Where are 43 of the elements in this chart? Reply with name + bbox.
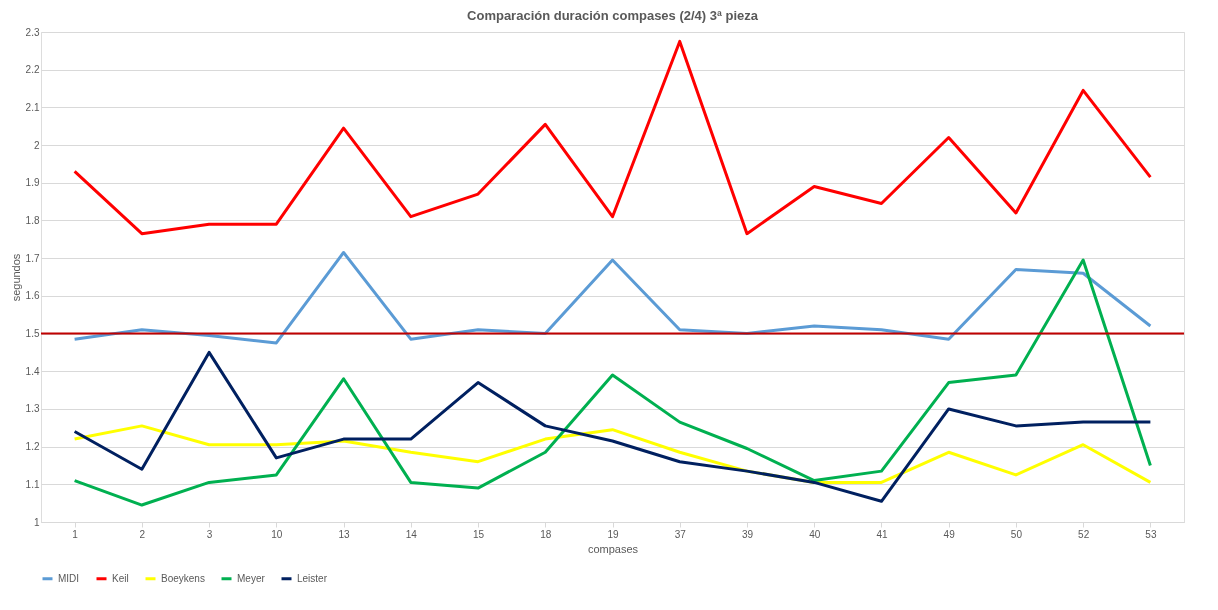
x-tick-label: 53	[1145, 528, 1157, 540]
line-series	[73, 39, 1152, 236]
y-axis-title: segundos	[9, 253, 22, 302]
x-tick-label: 13	[338, 528, 351, 540]
x-tick-label: 1	[72, 528, 79, 540]
x-tick-label: 52	[1078, 528, 1090, 540]
x-tick-label: 10	[271, 528, 283, 540]
y-tick-label: 1.5	[25, 328, 40, 340]
y-tick-label: 1.7	[25, 252, 40, 264]
x-tick-label: 2	[139, 528, 146, 540]
legend-label: Meyer	[237, 572, 266, 584]
y-tick-label: 1	[33, 516, 40, 528]
x-axis-title: compases	[587, 542, 639, 555]
x-tick-label: 39	[741, 528, 754, 540]
x-tick-label: 3	[206, 528, 213, 540]
y-tick-label: 1.8	[25, 214, 40, 226]
line-series	[73, 251, 1152, 345]
x-tick-label: 19	[607, 528, 619, 540]
y-tick-label: 1.2	[25, 441, 40, 453]
legend-label: Keil	[112, 572, 129, 584]
x-tick-label: 14	[405, 528, 418, 540]
legend-label: MIDI	[58, 572, 80, 584]
legend-label: Boeykens	[161, 572, 205, 584]
y-tick-label: 1.3	[25, 403, 40, 415]
line-series	[73, 258, 1152, 507]
x-tick-label: 18	[540, 528, 552, 540]
y-tick-label: 2.3	[25, 26, 40, 38]
x-tick-label: 15	[472, 528, 485, 540]
y-tick-label: 1.4	[25, 365, 40, 377]
x-tick-label: 50	[1010, 528, 1023, 540]
y-tick-label: 1.1	[25, 478, 40, 490]
chart-title: Comparación duración compases (2/4) 3ª pieza	[467, 8, 759, 23]
y-tick-label: 1.6	[25, 290, 40, 302]
x-tick-label: 41	[876, 528, 888, 540]
line-series	[73, 350, 1152, 503]
y-tick-label: 2.2	[25, 64, 40, 76]
y-tick-label: 2	[33, 139, 40, 151]
x-tick-label: 37	[674, 528, 687, 540]
legend-label: Leister	[297, 572, 328, 584]
y-tick-label: 1.9	[25, 177, 40, 189]
x-tick-label: 40	[809, 528, 821, 540]
x-tick-label: 49	[943, 528, 956, 540]
y-tick-label: 2.1	[25, 101, 40, 113]
